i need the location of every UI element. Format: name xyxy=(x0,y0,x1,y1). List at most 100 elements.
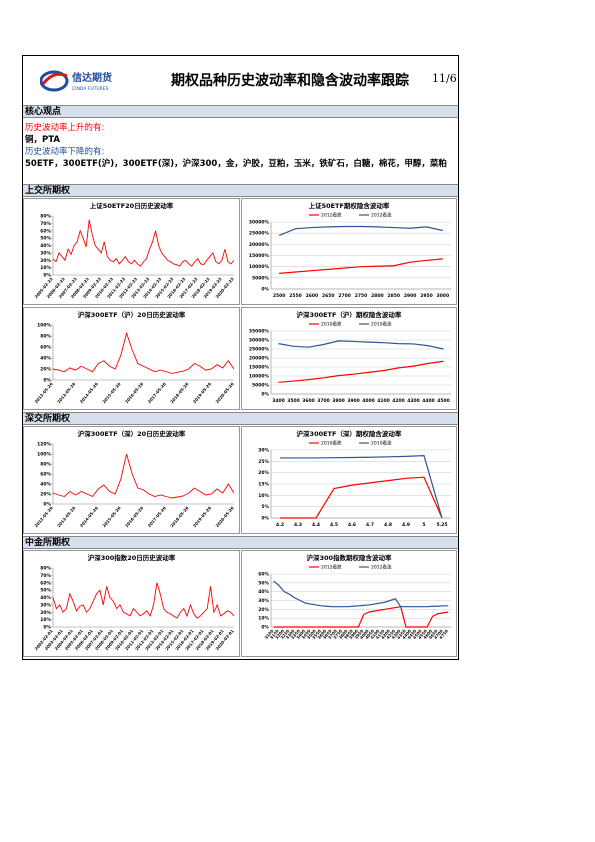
series-line xyxy=(278,360,444,383)
series-line xyxy=(280,455,443,519)
x-tick-label: 4600 xyxy=(422,628,433,640)
y-tick-label: 60% xyxy=(40,580,51,586)
x-tick-label: 4000 xyxy=(359,628,370,640)
x-tick-label: 4100 xyxy=(369,628,380,640)
x-tick-label: 3800 xyxy=(332,398,345,404)
x-tick-label: 2850 xyxy=(387,293,400,299)
x-tick-label: 2800 xyxy=(371,293,384,299)
x-tick-label: 4750 xyxy=(438,628,449,640)
y-tick-label: 60% xyxy=(40,228,51,234)
logo-swoosh xyxy=(41,72,68,85)
y-tick-label: 0% xyxy=(261,625,269,631)
page-frame xyxy=(22,55,459,660)
section-bar: 深交所期权 xyxy=(23,412,458,425)
y-tick-label: 50% xyxy=(40,588,51,594)
chart: 沪深300ETF（深）期权隐含波动率 0% 5% 10% 15% 20% 25% 30% 4.2… xyxy=(241,426,457,534)
x-tick-label: 2600 xyxy=(306,293,319,299)
y-tick-label: 0% xyxy=(261,392,269,398)
chart-title: 沪深300ETF（沪）期权隐含波动率 xyxy=(297,310,402,319)
x-tick-label: 5.25 xyxy=(436,522,447,528)
y-tick-label: 40% xyxy=(40,595,51,601)
x-tick-label: 2650 xyxy=(322,293,335,299)
x-tick-label: 3550 xyxy=(311,628,322,640)
y-tick-label: 10000% xyxy=(249,264,270,270)
y-tick-label: 30% xyxy=(258,448,269,454)
x-tick-label: 4.6 xyxy=(348,522,356,528)
y-tick-label: 5000% xyxy=(252,275,270,281)
y-tick-label: 120% xyxy=(37,442,51,448)
x-tick-label: 4700 xyxy=(433,628,444,640)
y-tick-label: 30000% xyxy=(249,220,270,226)
y-tick-label: 0% xyxy=(43,502,51,508)
y-tick-label: 40% xyxy=(258,589,269,595)
x-tick-label: 2550 xyxy=(289,293,302,299)
chart-title: 上证50ETF期权隐含波动率 xyxy=(309,201,390,210)
down-items: 50ETF，300ETF(沪)，300ETF(深)，沪深300，金，沪胶，豆粕，… xyxy=(25,159,447,169)
y-tick-label: 50% xyxy=(40,236,51,242)
chart-title: 沪深300指数20日历史波动率 xyxy=(88,553,176,562)
y-tick-label: 35000% xyxy=(249,329,270,335)
y-tick-label: 0% xyxy=(43,273,51,279)
y-tick-label: 0% xyxy=(43,625,51,631)
x-tick-label: 5 xyxy=(422,522,425,528)
x-tick-label: 3800 xyxy=(338,628,349,640)
y-tick-label: 50% xyxy=(258,580,269,586)
legend-label: 2012看涨 xyxy=(371,564,392,571)
series-line xyxy=(52,219,235,267)
legend-label: 2012看涨 xyxy=(371,212,392,219)
x-tick-label: 4.2 xyxy=(276,522,284,528)
x-tick-label: 4.7 xyxy=(366,522,374,528)
series-line xyxy=(52,582,235,619)
y-tick-label: 10000% xyxy=(249,374,270,380)
y-tick-label: 25000% xyxy=(249,231,270,237)
chart-title: 沪深300ETF（深）20日历史波动率 xyxy=(78,429,186,438)
legend-label: 2010看涨 xyxy=(371,321,392,328)
x-tick-label: 4.8 xyxy=(384,522,392,528)
y-tick-label: 80% xyxy=(40,334,51,340)
x-tick-label: 4650 xyxy=(428,628,439,640)
chart-border xyxy=(241,307,457,410)
x-tick-label: 4300 xyxy=(390,628,401,640)
logo: 信达期货 CINDA FUTURES xyxy=(40,70,112,92)
y-tick-label: 10% xyxy=(40,617,51,623)
y-tick-label: 80% xyxy=(40,566,51,572)
y-tick-label: 20% xyxy=(258,470,269,476)
y-tick-label: 70% xyxy=(40,573,51,579)
up-items: 铜，PTA xyxy=(25,135,60,145)
y-tick-label: 0% xyxy=(261,516,269,522)
x-tick-label: 2900 xyxy=(404,293,417,299)
chart: 上证50ETF期权隐含波动率 0% 5000% 10000% 15000% 20000% 2… xyxy=(241,198,457,305)
chart: 沪深300指数20日历史波动率 0% 10%20% 30%40%50% 60%70%80… xyxy=(23,550,240,657)
y-tick-label: 40% xyxy=(40,356,51,362)
x-tick-label: 3700 xyxy=(327,628,338,640)
x-tick-label: 3600 xyxy=(316,628,327,640)
y-tick-label: 25000% xyxy=(249,347,270,353)
x-tick-label: 4050 xyxy=(364,628,375,640)
y-tick-label: 5% xyxy=(261,504,269,510)
chart: 沪深300ETF（沪）20日历史波动率0%20%40%60%80%100%201… xyxy=(23,307,240,410)
legend-label: 2010看涨 xyxy=(371,440,392,447)
x-tick-label: 3850 xyxy=(343,628,354,640)
x-tick-label: 3350 xyxy=(290,628,301,640)
y-tick-label: 25% xyxy=(258,459,269,465)
y-tick-label: 20% xyxy=(40,367,51,373)
y-tick-label: 20% xyxy=(40,610,51,616)
y-tick-label: 20% xyxy=(258,607,269,613)
y-tick-label: 60% xyxy=(40,345,51,351)
x-tick-label: 3700 xyxy=(317,398,330,404)
logo-en: CINDA FUTURES xyxy=(72,86,109,92)
x-tick-label: 3150 xyxy=(269,628,280,640)
section-bar: 核心观点 xyxy=(23,105,458,118)
x-tick-label: 4250 xyxy=(385,628,396,640)
x-tick-label: 4500 xyxy=(437,398,450,404)
chart-border xyxy=(241,198,457,305)
x-tick-label: 4350 xyxy=(396,628,407,640)
title: 期权品种历史波动率和隐含波动率跟踪 xyxy=(171,73,409,89)
x-tick-label: 4.4 xyxy=(312,522,320,528)
y-tick-label: 40% xyxy=(40,482,51,488)
x-tick-label: 4400 xyxy=(422,398,435,404)
y-tick-label: 30% xyxy=(258,598,269,604)
x-tick-label: 2500 xyxy=(273,293,286,299)
x-tick-label: 3900 xyxy=(348,628,359,640)
x-tick-label: 3200 xyxy=(274,628,285,640)
